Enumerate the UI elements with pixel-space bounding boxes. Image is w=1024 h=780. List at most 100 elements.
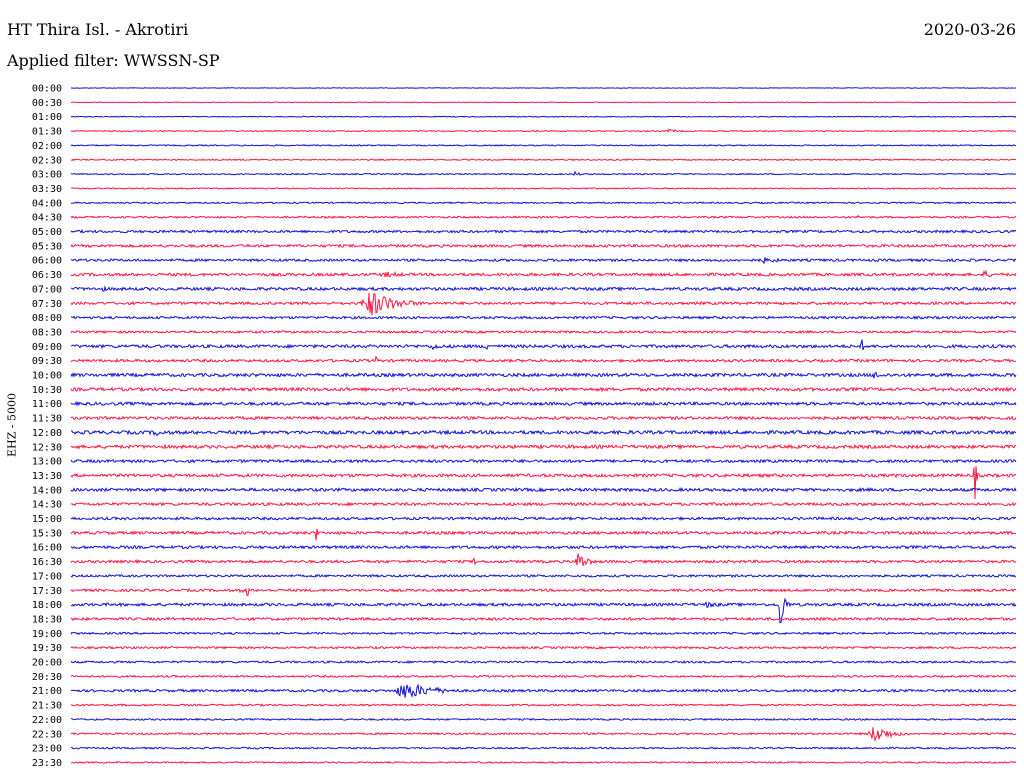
row-label: 23:30 [32,758,62,769]
trace-row [70,269,1017,278]
row-label: 17:00 [32,571,62,582]
trace-row [70,400,1017,407]
trace-row [70,616,1017,622]
row-label: 01:00 [32,112,62,123]
trace-row [70,170,1017,176]
row-label: 19:30 [32,643,62,654]
trace-row [70,553,1017,567]
row-label: 07:00 [32,284,62,295]
row-label: 18:30 [32,614,62,625]
trace-row [70,760,1017,764]
row-label: 06:00 [32,256,62,267]
trace-row [70,544,1017,550]
row-label: 22:30 [32,729,62,740]
trace-row [70,144,1017,147]
row-label: 15:30 [32,528,62,539]
row-label: 21:00 [32,686,62,697]
trace-row [70,101,1017,104]
row-labels: 00:00 00:30 01:00 01:30 02:00 02:30 03:00 03:30… [32,84,62,769]
trace-row [70,243,1017,249]
trace-row [70,115,1017,118]
trace-row [70,292,1017,316]
trace-row [70,659,1017,664]
trace-row [70,415,1017,421]
row-label: 13:00 [32,457,62,468]
row-label: 22:00 [32,715,62,726]
row-label: 11:00 [32,399,62,410]
row-label: 01:30 [32,127,62,138]
trace-row [70,355,1017,364]
row-label: 17:30 [32,586,62,597]
row-label: 05:00 [32,227,62,238]
row-label: 00:00 [32,84,62,95]
row-label: 08:30 [32,327,62,338]
trace-row [70,674,1017,679]
row-label: 21:30 [32,701,62,712]
row-label: 19:00 [32,629,62,640]
row-label: 05:30 [32,241,62,252]
trace-row [70,631,1017,636]
trace-row [70,158,1017,162]
trace-row [70,717,1016,722]
trace-row [70,214,1017,219]
trace-row [70,727,1017,743]
row-label: 11:30 [32,414,62,425]
row-label: 00:30 [32,98,62,109]
trace-row [70,645,1017,650]
trace-row [70,187,1017,190]
row-label: 12:30 [32,442,62,453]
row-label: 20:30 [32,672,62,683]
trace-row [70,683,1017,698]
trace-row [70,257,1017,265]
trace-row [70,443,1017,450]
trace-row [70,746,1017,750]
row-label: 12:00 [32,428,62,439]
row-label: 13:30 [32,471,62,482]
trace-row [70,515,1017,522]
trace-row [70,229,1017,234]
row-label: 09:30 [32,356,62,367]
seismic-traces [70,87,1017,764]
trace-row [70,573,1017,579]
row-label: 15:00 [32,514,62,525]
row-label: 04:30 [32,213,62,224]
row-label: 03:30 [32,184,62,195]
row-label: 16:30 [32,557,62,568]
row-label: 18:00 [32,600,62,611]
row-label: 14:30 [32,500,62,511]
trace-row [70,371,1017,379]
row-label: 20:00 [32,658,62,669]
trace-row [70,597,1017,624]
row-label: 02:00 [32,141,62,152]
trace-row [70,587,1017,596]
row-label: 02:30 [32,155,62,166]
trace-row [70,315,1017,320]
filter-label: Applied filter: WWSSN-SP [7,51,220,70]
trace-row [70,284,1017,292]
row-label: 10:00 [32,371,62,382]
plot-date: 2020-03-26 [923,20,1016,39]
trace-row [70,466,1017,500]
trace-row [70,329,1017,335]
row-label: 09:00 [32,342,62,353]
trace-row [70,486,1017,493]
row-label: 07:30 [32,299,62,310]
row-label: 03:00 [32,170,62,181]
row-label: 04:00 [32,198,62,209]
row-label: 14:00 [32,485,62,496]
trace-row [70,501,1017,507]
row-label: 23:00 [32,744,62,755]
row-label: 08:00 [32,313,62,324]
row-label: 16:00 [32,543,62,554]
trace-row [70,128,1017,133]
trace-row [70,528,1017,541]
trace-row [70,339,1017,351]
trace-row [70,703,1017,707]
trace-row [70,429,1017,437]
trace-row [70,386,1017,393]
trace-row [70,87,1017,89]
row-label: 10:30 [32,385,62,396]
station-title: HT Thira Isl. - Akrotiri [7,20,189,39]
trace-row [70,201,1017,205]
